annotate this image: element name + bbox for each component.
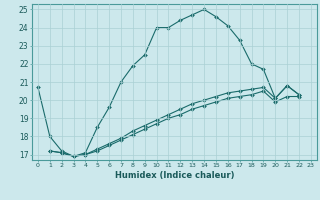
X-axis label: Humidex (Indice chaleur): Humidex (Indice chaleur) <box>115 171 234 180</box>
